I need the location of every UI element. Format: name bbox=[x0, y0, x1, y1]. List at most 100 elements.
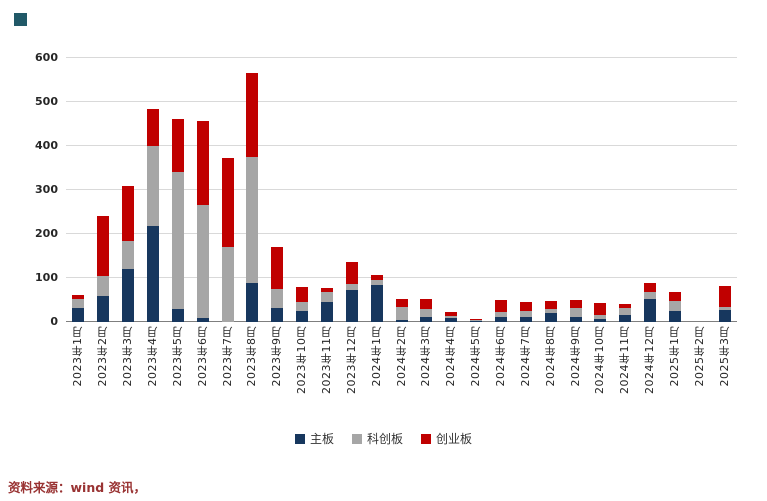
x-tick-label: 2024年6月 bbox=[493, 326, 507, 387]
y-axis: 0 100 200 300 400 500 600 bbox=[24, 52, 66, 327]
x-tick-label: 2024年11月 bbox=[618, 326, 632, 394]
bar-segment bbox=[569, 308, 582, 318]
x-tick-label: 2024年12月 bbox=[643, 326, 657, 394]
bar-slot bbox=[613, 303, 638, 322]
bar-slot bbox=[190, 121, 215, 322]
x-tick-slot: 2025年1月 bbox=[663, 326, 688, 418]
stacked-bar bbox=[221, 158, 234, 322]
stacked-bar bbox=[97, 216, 110, 322]
stacked-bar bbox=[445, 311, 458, 322]
bar-segment bbox=[519, 311, 532, 318]
bar-segment bbox=[395, 319, 408, 322]
stacked-bar bbox=[495, 300, 508, 322]
bar-segment bbox=[321, 292, 334, 303]
bar-slot bbox=[315, 288, 340, 322]
bar-slot bbox=[389, 299, 414, 322]
bar-slot bbox=[66, 294, 91, 322]
bar-segment bbox=[669, 300, 682, 311]
legend-swatch bbox=[351, 433, 362, 444]
stacked-bar bbox=[644, 282, 657, 322]
bar-segment bbox=[246, 283, 259, 322]
x-tick-slot: 2024年1月 bbox=[364, 326, 389, 418]
bar-segment bbox=[296, 302, 309, 311]
x-tick-label: 2025年3月 bbox=[717, 326, 731, 387]
bar-segment bbox=[246, 157, 259, 284]
bar-segment bbox=[395, 307, 408, 320]
bar-segment bbox=[246, 73, 259, 158]
bar-segment bbox=[619, 314, 632, 322]
stacked-bar-chart: 0 100 200 300 400 500 600 2023年1月 2023年2月 2023年3… bbox=[24, 52, 737, 418]
x-tick-label: 2023年4月 bbox=[145, 326, 159, 387]
y-tick-label: 100 bbox=[35, 271, 58, 284]
bar-segment bbox=[544, 300, 557, 310]
legend-item: 科创板 bbox=[351, 430, 403, 447]
stacked-bar bbox=[395, 299, 408, 322]
bar-slot bbox=[414, 299, 439, 322]
bar-segment bbox=[519, 317, 532, 322]
bar-segment bbox=[147, 226, 159, 322]
x-tick-slot: 2023年4月 bbox=[141, 326, 166, 418]
x-tick-slot: 2023年2月 bbox=[91, 326, 116, 418]
bar-segment bbox=[544, 309, 557, 314]
gridline bbox=[66, 145, 737, 146]
bar-slot bbox=[339, 262, 364, 322]
bar-slot bbox=[489, 300, 514, 322]
accent-square bbox=[14, 13, 27, 26]
x-tick-slot: 2024年10月 bbox=[588, 326, 613, 418]
bar-segment bbox=[171, 308, 184, 322]
bar-segment bbox=[445, 311, 458, 316]
x-tick-label: 2024年1月 bbox=[369, 326, 383, 387]
x-tick-label: 2025年2月 bbox=[692, 326, 706, 387]
x-tick-slot: 2024年2月 bbox=[389, 326, 414, 418]
x-tick-label: 2024年3月 bbox=[419, 326, 433, 387]
bar-segment bbox=[370, 285, 383, 322]
legend-label: 主板 bbox=[309, 432, 334, 446]
bar-segment bbox=[569, 317, 582, 322]
x-tick-slot: 2023年8月 bbox=[240, 326, 265, 418]
stacked-bar bbox=[271, 247, 284, 322]
bar-segment bbox=[97, 216, 110, 276]
gridline bbox=[66, 189, 737, 190]
bar-slot bbox=[712, 285, 737, 322]
bar-segment bbox=[97, 295, 110, 322]
x-tick-label: 2024年8月 bbox=[543, 326, 557, 387]
x-tick-slot: 2025年3月 bbox=[712, 326, 737, 418]
gridline bbox=[66, 101, 737, 102]
x-tick-label: 2023年7月 bbox=[220, 326, 234, 387]
x-tick-slot: 2023年10月 bbox=[290, 326, 315, 418]
x-tick-slot: 2024年7月 bbox=[513, 326, 538, 418]
x-tick-slot: 2023年11月 bbox=[315, 326, 340, 418]
x-tick-slot: 2024年6月 bbox=[489, 326, 514, 418]
bar-segment bbox=[470, 320, 483, 322]
bar-segment bbox=[97, 275, 110, 296]
bar-segment bbox=[420, 309, 433, 318]
stacked-bar bbox=[196, 121, 209, 322]
x-tick-label: 2023年8月 bbox=[245, 326, 259, 387]
bar-segment bbox=[495, 300, 508, 313]
x-tick-slot: 2025年2月 bbox=[687, 326, 712, 418]
bar-segment bbox=[196, 121, 209, 205]
x-tick-label: 2023年2月 bbox=[96, 326, 110, 387]
bar-segment bbox=[321, 302, 334, 322]
x-tick-label: 2024年5月 bbox=[469, 326, 483, 387]
bar-slot bbox=[538, 300, 563, 322]
y-tick-label: 400 bbox=[35, 139, 58, 152]
stacked-bar bbox=[370, 274, 383, 322]
bar-segment bbox=[718, 307, 731, 311]
x-axis: 2023年1月 2023年2月 2023年3月 2023年4月 2023年5月 2023年… bbox=[66, 322, 737, 418]
stacked-bar bbox=[72, 294, 85, 322]
legend-swatch bbox=[421, 433, 431, 444]
bar-segment bbox=[395, 299, 408, 308]
bar-slot bbox=[663, 292, 688, 322]
bar-slot bbox=[165, 118, 190, 322]
bar-segment bbox=[619, 303, 632, 308]
bar-segment bbox=[122, 185, 135, 241]
stacked-bar bbox=[569, 300, 582, 322]
stacked-bar bbox=[470, 318, 483, 322]
bar-segment bbox=[495, 317, 508, 322]
bar-slot bbox=[91, 216, 116, 322]
bar-segment bbox=[271, 289, 284, 308]
bar-slot bbox=[364, 274, 389, 322]
bar-segment bbox=[370, 280, 383, 286]
bar-segment bbox=[122, 240, 135, 270]
